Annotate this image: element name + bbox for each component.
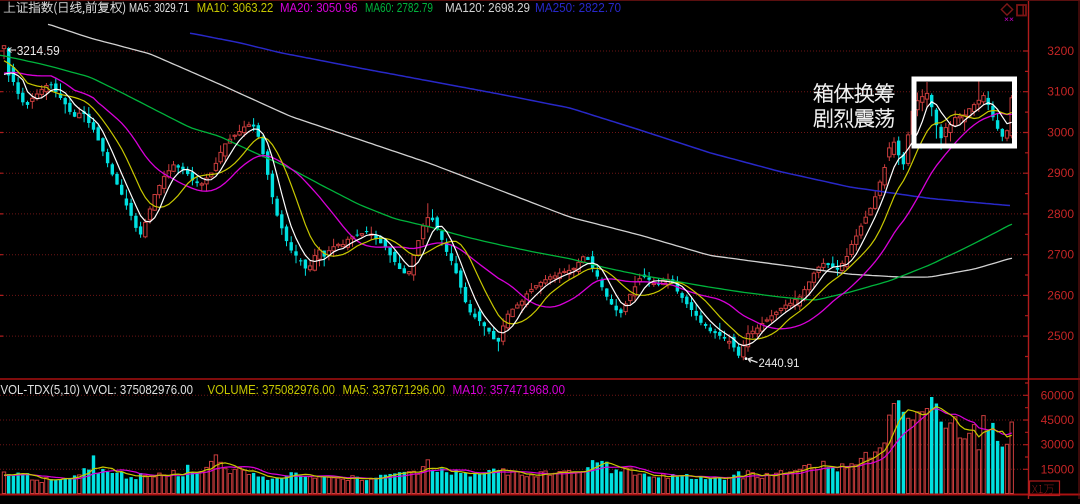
svg-text:VOLUME: 375082976.00: VOLUME: 375082976.00 <box>208 382 336 397</box>
svg-text:MA5: 3029.71: MA5: 3029.71 <box>129 0 189 15</box>
svg-text:2500: 2500 <box>1047 329 1074 343</box>
svg-text:30000: 30000 <box>1041 438 1075 452</box>
svg-text:MA5: 337671296.00: MA5: 337671296.00 <box>343 382 446 397</box>
svg-text:2700: 2700 <box>1047 248 1074 262</box>
svg-text:2900: 2900 <box>1047 166 1074 180</box>
svg-text:3000: 3000 <box>1047 126 1074 140</box>
svg-text:MA250: 2822.70: MA250: 2822.70 <box>535 0 621 15</box>
svg-text:MA120: 2698.29: MA120: 2698.29 <box>445 0 530 15</box>
svg-text:MA60: 2782.79: MA60: 2782.79 <box>365 0 433 15</box>
svg-text:2600: 2600 <box>1047 288 1074 302</box>
svg-text:MA10: 3063.22: MA10: 3063.22 <box>197 0 274 15</box>
svg-text:60000: 60000 <box>1041 388 1075 402</box>
svg-text:45000: 45000 <box>1041 413 1075 427</box>
svg-text:3214.59: 3214.59 <box>17 43 60 58</box>
svg-text:MA20: 3050.96: MA20: 3050.96 <box>280 0 358 15</box>
svg-text:××: ×× <box>1004 14 1014 24</box>
svg-text:2800: 2800 <box>1047 207 1074 221</box>
svg-text:VOL-TDX(5,10) VVOL: 375082976.: VOL-TDX(5,10) VVOL: 375082976.00 <box>1 382 194 397</box>
svg-text:2440.91: 2440.91 <box>759 356 800 370</box>
svg-text:3100: 3100 <box>1047 85 1074 99</box>
svg-text:3200: 3200 <box>1047 44 1074 58</box>
svg-text:15000: 15000 <box>1041 462 1075 476</box>
svg-text:MA10: 357471968.00: MA10: 357471968.00 <box>453 382 566 397</box>
